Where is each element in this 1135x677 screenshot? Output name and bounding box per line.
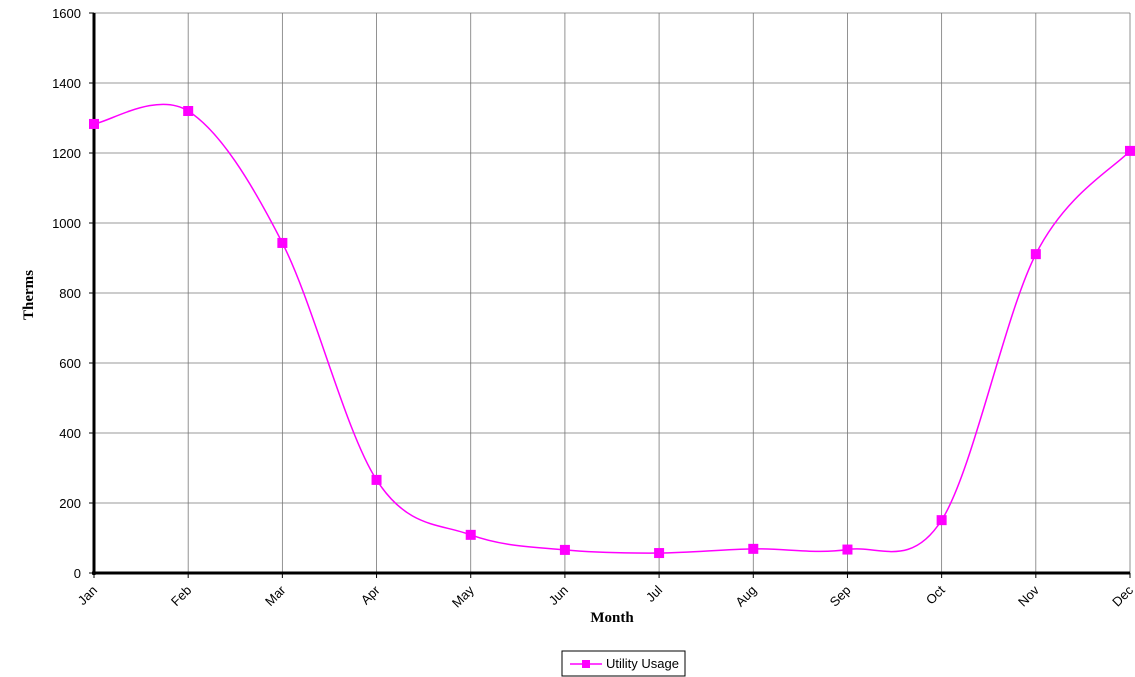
x-tick-label: Jun: [546, 583, 571, 608]
y-tick-label: 200: [59, 496, 81, 511]
legend-label: Utility Usage: [606, 656, 679, 671]
y-tick-label: 1000: [52, 216, 81, 231]
point: [183, 106, 193, 116]
x-tick-label: Sep: [827, 583, 854, 610]
x-tick-label: Oct: [923, 582, 948, 607]
x-tick-label: Aug: [732, 583, 759, 610]
y-tick-label: 800: [59, 286, 81, 301]
point: [937, 515, 947, 525]
point: [748, 544, 758, 554]
x-tick-label: Mar: [262, 582, 289, 609]
point: [842, 545, 852, 555]
point: [89, 119, 99, 129]
y-tick-label: 400: [59, 426, 81, 441]
legend-marker: [582, 660, 590, 668]
point: [560, 545, 570, 555]
point: [466, 530, 476, 540]
point: [1031, 249, 1041, 259]
chart: Month Therms 0 200 400 600 800 1000 1200 1400 16…: [0, 0, 1135, 677]
x-tick-label: Apr: [358, 582, 383, 607]
x-axis-title: Month: [590, 610, 634, 626]
x-tick-label: Jul: [643, 582, 665, 604]
x-tick-label: Nov: [1015, 582, 1042, 609]
y-tick-label: 0: [74, 566, 81, 581]
y-axis-title: Therms: [21, 270, 37, 320]
x-tick-label: Feb: [168, 583, 194, 609]
line: [94, 104, 1130, 553]
x-tick-label: Jan: [75, 583, 100, 608]
point: [654, 548, 664, 558]
y-tick-label: 1200: [52, 146, 81, 161]
y-tick-label: 600: [59, 356, 81, 371]
y-tick-label: 1400: [52, 76, 81, 91]
x-tick-label: May: [449, 582, 477, 610]
point: [1125, 146, 1135, 156]
point: [372, 475, 382, 485]
point: [277, 238, 287, 248]
x-tick-label: Dec: [1109, 582, 1135, 609]
y-tick-label: 1600: [52, 6, 81, 21]
